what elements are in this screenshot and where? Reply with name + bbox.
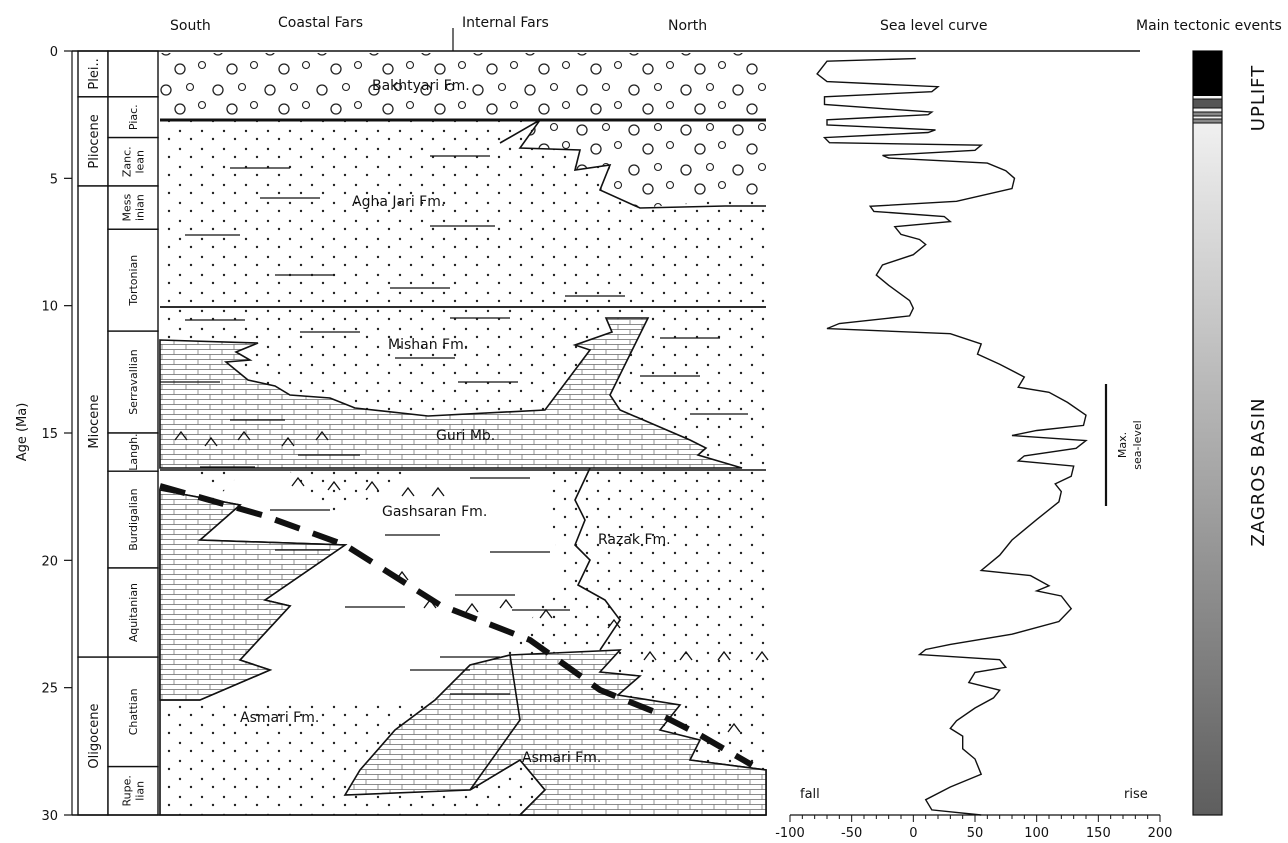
label-mishan: Mishan Fm. bbox=[388, 337, 468, 353]
stage-box bbox=[107, 656, 159, 768]
stage-box bbox=[107, 96, 159, 139]
uplift-band-3 bbox=[1192, 118, 1223, 124]
stage-label: Zanc. bbox=[121, 146, 134, 177]
label-razak: Razak Fm. bbox=[598, 532, 671, 548]
uplift-label: UPLIFT bbox=[1248, 65, 1269, 131]
epoch-box bbox=[77, 96, 109, 187]
x-tick-label: -50 bbox=[841, 826, 862, 841]
zagros-basin-label: ZAGROS BASIN bbox=[1248, 398, 1269, 547]
max-label-2: sea-level bbox=[1131, 420, 1144, 469]
age-axis: 0 5 10 15 20 25 30 bbox=[41, 45, 73, 824]
marl-dashes bbox=[160, 155, 748, 695]
x-tick-label: 100 bbox=[1024, 826, 1049, 841]
stage-box bbox=[107, 50, 159, 98]
header-tectonic-events: Main tectonic events bbox=[1136, 18, 1282, 34]
header-internal-fars: Internal Fars bbox=[462, 15, 549, 31]
stage-label: inian bbox=[134, 194, 147, 221]
stage-label: lean bbox=[134, 150, 147, 174]
stage-label: Aquitanian bbox=[127, 583, 140, 642]
stage-box bbox=[107, 136, 159, 187]
stage-label: Langh. bbox=[127, 433, 140, 470]
tectonic-column: UPLIFT ZAGROS BASIN bbox=[1192, 50, 1269, 816]
stage-box bbox=[107, 432, 159, 472]
basin-bar bbox=[1192, 50, 1223, 816]
sea-level-x-axis: -100 -50 0 50 100 150 200 bbox=[775, 814, 1173, 841]
guri-limestone bbox=[159, 317, 743, 469]
contact-agha-jari bbox=[499, 119, 766, 209]
age-tick-label: 20 bbox=[41, 554, 58, 569]
max-label-1: Max. bbox=[1116, 432, 1129, 458]
header-north: North bbox=[668, 18, 707, 34]
bakhtyari-gravel bbox=[160, 53, 766, 208]
stage-label: Mess bbox=[121, 193, 134, 221]
header-south: South bbox=[170, 18, 211, 34]
epoch-label: Miocene bbox=[87, 394, 102, 448]
sea-level-panel: -100 -50 0 50 100 150 200 fall rise Max. sea-l… bbox=[766, 50, 1173, 841]
epoch-label: Oligocene bbox=[87, 704, 102, 769]
uplift-dark-band bbox=[1192, 98, 1223, 109]
rise-label: rise bbox=[1124, 787, 1148, 802]
x-tick-label: -100 bbox=[775, 826, 805, 841]
stage-label: lian bbox=[134, 781, 147, 801]
lithology-panel: Bakhtyari Fm. Agha Jari Fm. Mishan Fm. G… bbox=[159, 51, 769, 816]
age-axis-label: Age (Ma) bbox=[15, 403, 30, 462]
label-guri: Guri Mb. bbox=[436, 428, 495, 444]
uplift-black bbox=[1193, 51, 1222, 96]
label-asmari-south: Asmari Fm. bbox=[240, 710, 319, 726]
stage-label: Burdigalian bbox=[127, 488, 140, 550]
contact-razak bbox=[574, 467, 621, 651]
sea-level-curve-line bbox=[816, 57, 1088, 816]
age-tick-label: 15 bbox=[41, 427, 58, 442]
x-tick-label: 200 bbox=[1148, 826, 1173, 841]
stage-box bbox=[107, 470, 159, 569]
header-coastal-fars: Coastal Fars bbox=[278, 15, 363, 31]
fall-label: fall bbox=[800, 787, 820, 802]
label-asmari-north: Asmari Fm. bbox=[522, 750, 601, 766]
x-tick-label: 0 bbox=[909, 826, 917, 841]
label-bakhtyari: Bakhtyari Fm. bbox=[372, 78, 470, 94]
asmari-limestone-north bbox=[469, 649, 767, 816]
stage-label: Tortonian bbox=[127, 255, 140, 307]
label-gachsaran: Gashsaran Fm. bbox=[382, 504, 487, 520]
x-tick-label: 50 bbox=[967, 826, 984, 841]
age-tick-label: 25 bbox=[41, 682, 58, 697]
label-agha-jari: Agha Jari Fm. bbox=[352, 194, 445, 210]
stage-box bbox=[107, 185, 159, 230]
stage-box bbox=[107, 765, 159, 816]
stage-label: Piac. bbox=[127, 104, 140, 130]
stage-box bbox=[107, 567, 159, 658]
header-sea-level-curve: Sea level curve bbox=[880, 18, 988, 34]
age-tick-label: 0 bbox=[50, 45, 58, 60]
age-tick-label: 30 bbox=[41, 809, 58, 824]
epoch-label: Plei.. bbox=[87, 58, 102, 89]
evaporite-symbols bbox=[174, 430, 769, 733]
x-tick-label: 150 bbox=[1086, 826, 1111, 841]
diachronous-dashed-line bbox=[159, 483, 754, 768]
uplift-band-2 bbox=[1192, 111, 1223, 117]
stage-box bbox=[107, 228, 159, 332]
age-tick-label: 5 bbox=[50, 172, 58, 187]
stage-label: Rupe. bbox=[121, 775, 134, 806]
age-tick-label: 10 bbox=[41, 300, 58, 315]
epoch-label: Pliocene bbox=[87, 114, 102, 168]
stage-box bbox=[107, 330, 159, 434]
stage-label: Chattian bbox=[127, 688, 140, 735]
stage-label: Serravallian bbox=[127, 349, 140, 415]
